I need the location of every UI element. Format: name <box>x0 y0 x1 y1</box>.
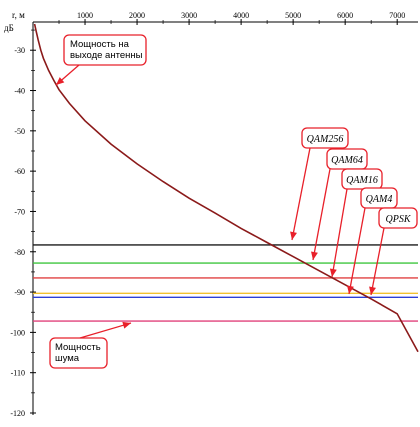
antenna-callout-arrow-head <box>56 77 65 85</box>
y-tick-label: -50 <box>14 127 25 136</box>
mod-callout-arrow-0 <box>291 147 311 241</box>
noise-callout-box <box>49 337 108 369</box>
y-tick-label: -70 <box>14 207 25 216</box>
mod-callout-arrow-3 <box>348 207 366 295</box>
y-tick-label: -110 <box>11 369 25 378</box>
mod-callout-text-1: QAM64 <box>331 155 363 166</box>
antenna-callout-box <box>63 34 147 66</box>
antenna-power-curve <box>33 23 419 353</box>
y-tick-label: -40 <box>14 87 25 96</box>
y-tick-label: -90 <box>14 288 25 297</box>
noise-callout-text: Мощность <box>55 342 101 353</box>
mod-callout-text-4: QPSK <box>386 214 412 225</box>
mod-callout-arrow-3-head <box>347 285 354 294</box>
x-axis-label: r, м <box>12 10 25 20</box>
y-tick-label: -80 <box>14 248 25 257</box>
mod-callout-arrow-1-head <box>311 251 318 260</box>
mod-callout-box-3 <box>360 187 398 209</box>
x-tick-label: 5000 <box>285 11 301 20</box>
noise-callout-arrow-head <box>122 321 131 329</box>
x-tick-label: 3000 <box>181 11 197 20</box>
mod-callout-text-3: QAM4 <box>366 194 393 205</box>
y-tick-label: -30 <box>14 46 25 55</box>
x-tick-label: 7000 <box>389 11 405 20</box>
mod-callout-box-0 <box>301 127 349 149</box>
x-tick-label: 2000 <box>129 11 145 20</box>
y-tick-label: -60 <box>14 167 25 176</box>
antenna-callout-text: выходе антенны <box>70 50 143 61</box>
mod-callout-arrow-2 <box>331 188 348 278</box>
mod-callout-box-2 <box>341 168 383 190</box>
mod-callout-box-4 <box>378 207 418 229</box>
x-tick-label: 6000 <box>337 11 353 20</box>
mod-callout-arrow-4 <box>370 227 385 296</box>
y-tick-label: -100 <box>10 328 25 337</box>
mod-callout-arrow-2-head <box>329 268 337 277</box>
mod-callout-text-0: QAM256 <box>307 134 344 145</box>
mod-callout-text-2: QAM16 <box>346 175 378 186</box>
noise-callout-text: шума <box>55 353 80 364</box>
mod-callout-arrow-0-head <box>290 231 297 240</box>
mod-callout-arrow-4-head <box>369 286 376 295</box>
antenna-callout-text: Мощность на <box>70 39 130 50</box>
y-tick-label: -120 <box>10 409 25 418</box>
y-axis-unit: дБ <box>4 23 14 33</box>
mod-callout-arrow-1 <box>312 168 331 261</box>
x-tick-label: 4000 <box>233 11 249 20</box>
noise-callout-arrow <box>79 322 132 339</box>
x-tick-label: 1000 <box>77 11 93 20</box>
